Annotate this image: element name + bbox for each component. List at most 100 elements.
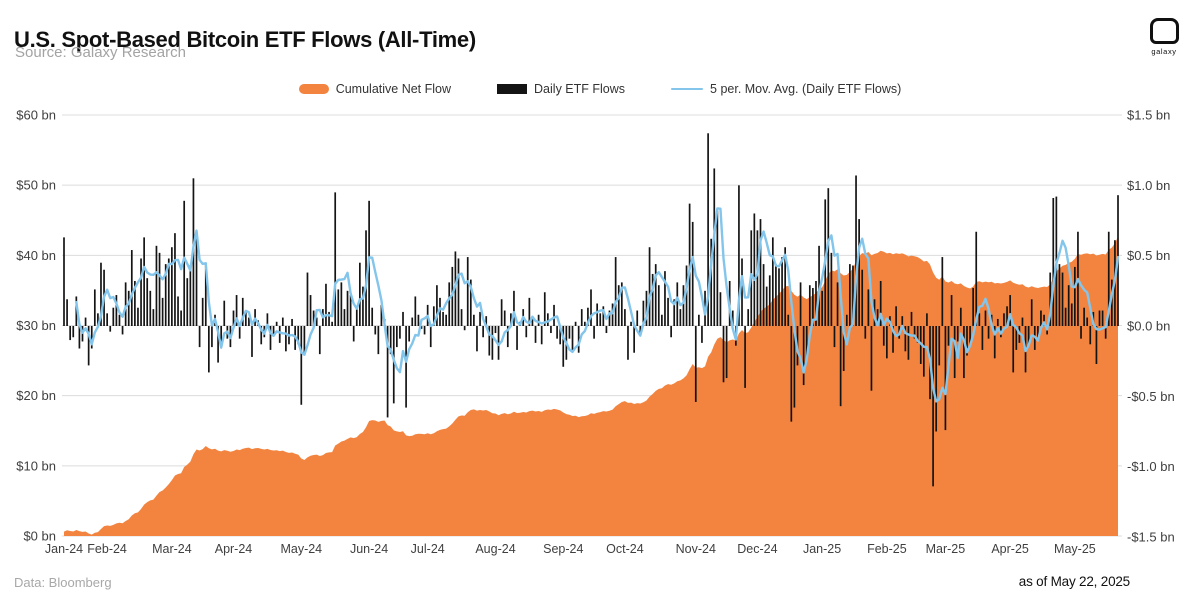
daily-flow-bar xyxy=(411,317,414,326)
daily-flow-bar xyxy=(1101,310,1104,326)
daily-flow-bar xyxy=(346,290,349,326)
daily-flow-bar xyxy=(127,290,130,326)
right-axis-tick-labels: $1.5 bn $1.0 bn $0.5 bn $0.0 bn -$0.5 bn -$1.… xyxy=(1127,108,1175,545)
daily-flow-bar xyxy=(590,289,592,326)
daily-flow-bar xyxy=(309,295,312,326)
daily-flow-bar xyxy=(232,310,235,326)
daily-flow-bar xyxy=(765,286,768,326)
daily-flow-bar xyxy=(901,316,904,326)
month-label: Sep-24 xyxy=(543,542,583,556)
daily-flow-bar xyxy=(171,247,173,326)
daily-flow-bar xyxy=(1089,326,1092,345)
daily-flow-bar xyxy=(275,321,278,326)
daily-flow-bar xyxy=(485,316,488,326)
daily-flow-bar xyxy=(392,326,395,404)
month-label: Feb-25 xyxy=(867,542,907,556)
cumulative-swatch-icon xyxy=(298,84,329,94)
daily-flow-bar xyxy=(953,326,956,379)
daily-flow-bar xyxy=(482,326,484,338)
daily-flow-bar xyxy=(593,326,595,339)
daily-flow-bar xyxy=(291,318,293,326)
daily-flow-bar xyxy=(836,282,839,326)
daily-flow-bar xyxy=(852,265,854,326)
month-label: Jan-25 xyxy=(803,542,841,556)
daily-flow-bar xyxy=(1049,272,1052,326)
daily-flow-bar xyxy=(72,326,75,338)
daily-flow-bar xyxy=(845,314,848,326)
right-axis-tick: $1.0 bn xyxy=(1127,178,1170,193)
daily-flow-bar xyxy=(260,326,263,345)
daily-flow-bar xyxy=(534,326,537,343)
daily-flow-bar xyxy=(1037,326,1039,338)
daily-flow-bar xyxy=(537,314,540,326)
daily-flow-bar xyxy=(174,233,176,326)
daily-flow-bar xyxy=(115,295,118,326)
daily-flow-bar xyxy=(959,307,962,326)
daily-flow-bar xyxy=(543,292,546,326)
daily-flow-bar xyxy=(630,321,632,326)
daily-flow-bar xyxy=(463,326,466,331)
daily-flow-bar xyxy=(278,326,281,343)
daily-flow-bar xyxy=(768,275,771,326)
daily-flow-bar xyxy=(164,264,167,326)
daily-flow-bar xyxy=(938,326,941,366)
daily-flow-bar xyxy=(966,326,968,356)
daily-flow-bar xyxy=(1064,307,1067,326)
daily-flow-bar xyxy=(121,326,124,335)
daily-flow-bar xyxy=(223,300,226,326)
as-of-date: as of May 22, 2025 xyxy=(1018,574,1130,589)
daily-flow-bar xyxy=(359,262,361,326)
daily-flow-bar xyxy=(910,311,913,326)
daily-flow-bar xyxy=(1040,310,1042,326)
daily-flow-bar xyxy=(984,310,987,326)
daily-swatch-icon xyxy=(497,84,528,94)
daily-flow-bar xyxy=(241,297,244,326)
daily-flow-bar xyxy=(741,258,743,326)
daily-flow-bar xyxy=(303,326,306,356)
daily-flow-bar xyxy=(895,306,897,326)
daily-flow-bar xyxy=(691,221,694,326)
daily-flow-bar xyxy=(297,326,300,345)
daily-flow-bar xyxy=(1058,264,1061,326)
month-label: Apr-25 xyxy=(991,542,1029,556)
month-label: Jul-24 xyxy=(411,542,445,556)
daily-flow-bar xyxy=(904,326,907,352)
daily-flow-bar xyxy=(947,326,950,346)
daily-flow-bar xyxy=(855,175,857,326)
galaxy-logo-text: galaxy xyxy=(1151,47,1177,56)
daily-flow-bar xyxy=(386,326,389,418)
daily-flow-bar xyxy=(627,326,629,360)
daily-flow-bar xyxy=(922,326,925,377)
daily-flow-bar xyxy=(926,313,928,326)
daily-flow-bar xyxy=(186,278,189,326)
daily-flow-bar xyxy=(1110,279,1113,326)
daily-flow-bar xyxy=(747,309,750,326)
daily-flow-bar xyxy=(429,326,432,348)
right-axis-tick: -$1.0 bn xyxy=(1127,459,1175,474)
daily-flow-bar xyxy=(849,264,851,326)
daily-flow-bar xyxy=(620,282,623,326)
daily-flow-bar xyxy=(211,326,213,348)
daily-flow-bar xyxy=(130,250,133,326)
daily-flow-bar xyxy=(574,321,577,326)
daily-flow-bar xyxy=(513,290,515,326)
daily-flow-bar xyxy=(833,326,836,348)
daily-flow-bar xyxy=(830,252,833,326)
daily-flow-bar xyxy=(315,317,318,326)
daily-flow-bar xyxy=(448,282,451,326)
daily-flow-bar xyxy=(1009,295,1011,326)
daily-flow-bar xyxy=(886,326,888,359)
daily-flow-bar xyxy=(599,313,602,326)
daily-flow-bar xyxy=(821,290,823,326)
daily-flow-bar xyxy=(149,290,152,326)
daily-flow-bar xyxy=(815,280,817,326)
daily-flow-bar xyxy=(907,326,910,360)
daily-flow-bar xyxy=(654,264,657,326)
daily-flow-bar xyxy=(657,285,660,326)
legend-label-daily: Daily ETF Flows xyxy=(534,82,626,96)
daily-flow-bar xyxy=(395,326,398,348)
daily-flow-bar xyxy=(547,313,549,326)
month-label: Apr-24 xyxy=(215,542,253,556)
daily-flow-bar xyxy=(716,210,719,326)
daily-flow-bar xyxy=(405,326,407,408)
